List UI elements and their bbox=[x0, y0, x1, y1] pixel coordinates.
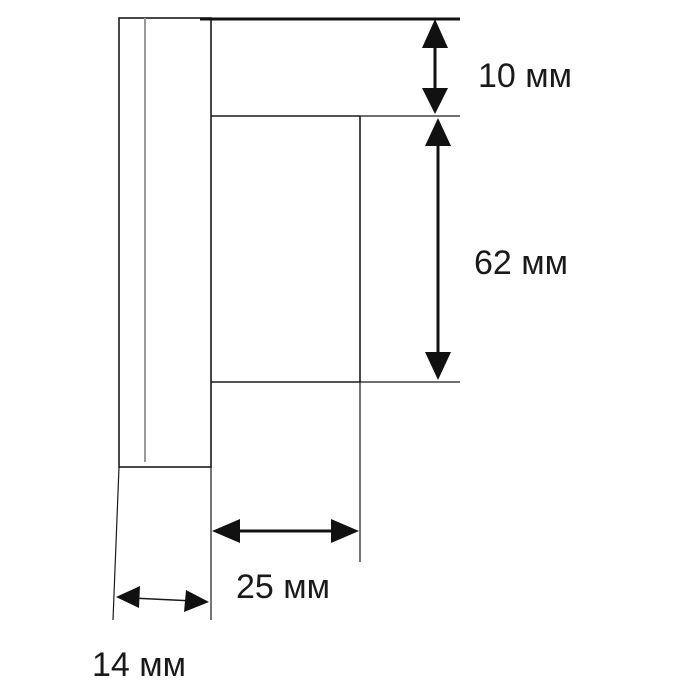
arrow-right-icon bbox=[184, 590, 209, 612]
dimension-label-depth: 25 мм bbox=[236, 568, 330, 606]
arrow-up-icon bbox=[425, 118, 451, 146]
panel-front-extension-line bbox=[112, 466, 120, 621]
front-panel bbox=[118, 17, 212, 468]
arrow-left-icon bbox=[116, 586, 140, 608]
dimension-label-height: 62 мм bbox=[474, 244, 568, 282]
dimension-top-gap: 10 мм bbox=[422, 19, 572, 114]
body-block bbox=[211, 115, 361, 383]
dimension-line-thickness bbox=[131, 597, 195, 602]
arrow-left-icon bbox=[212, 519, 240, 543]
front-panel-outline bbox=[118, 17, 212, 468]
arrow-right-icon bbox=[331, 519, 359, 543]
dimension-thickness: 14 мм bbox=[92, 586, 209, 684]
arrow-up-icon bbox=[422, 19, 448, 48]
arrow-down-icon bbox=[422, 88, 448, 114]
dimension-label-thickness: 14 мм bbox=[92, 646, 186, 684]
dimension-depth: 25 мм bbox=[212, 519, 359, 606]
dimension-label-top-gap: 10 мм bbox=[478, 57, 572, 95]
dimension-height: 62 мм bbox=[425, 118, 568, 380]
arrow-down-icon bbox=[425, 352, 451, 380]
extension-lines bbox=[112, 17, 460, 621]
